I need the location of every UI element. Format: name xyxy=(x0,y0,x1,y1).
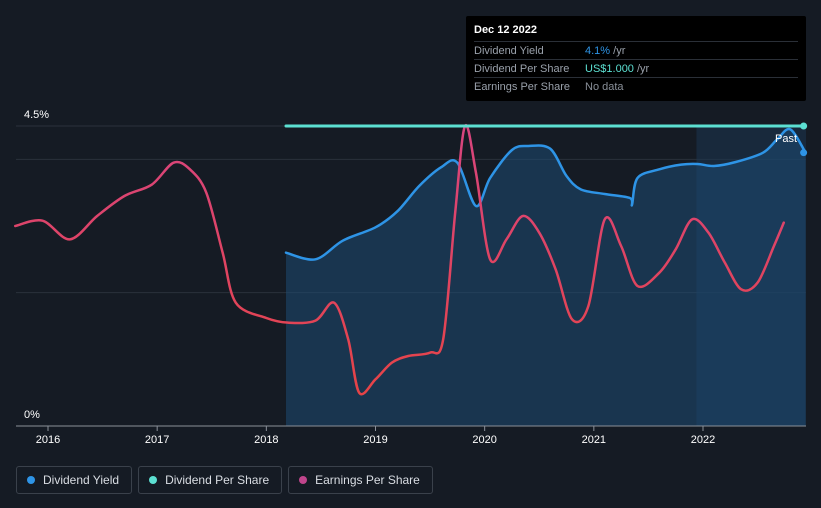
x-tick-label: 2019 xyxy=(363,434,387,446)
tooltip-date: Dec 12 2022 xyxy=(474,24,537,36)
tooltip-label: Earnings Per Share xyxy=(474,81,570,93)
legend-dot-icon xyxy=(27,476,35,484)
x-tick-label: 2022 xyxy=(691,434,715,446)
tooltip-row: Dividend Per Share US$1.000 /yr xyxy=(474,59,798,78)
x-tick-label: 2020 xyxy=(472,434,496,446)
legend-earnings-per-share[interactable]: Earnings Per Share xyxy=(288,466,433,494)
legend-dividend-yield[interactable]: Dividend Yield xyxy=(16,466,133,494)
legend-label: Dividend Per Share xyxy=(165,473,270,487)
y-tick-label: 4.5% xyxy=(24,109,49,121)
x-tick-label: 2021 xyxy=(582,434,606,446)
tooltip-value: No data xyxy=(585,81,624,93)
legend-dot-icon xyxy=(149,476,158,484)
dividend-per-share-end-marker xyxy=(800,122,808,130)
tooltip-label: Dividend Per Share xyxy=(474,63,570,75)
dividend-yield-line xyxy=(284,127,807,261)
x-tick-label: 2018 xyxy=(254,434,278,446)
x-tick-label: 2016 xyxy=(36,434,60,446)
past-label: Past xyxy=(775,133,797,145)
earnings-per-share-line xyxy=(14,124,786,396)
legend-label: Earnings Per Share xyxy=(315,473,420,487)
legend-dividend-per-share[interactable]: Dividend Per Share xyxy=(138,466,283,494)
dividend-yield-area xyxy=(285,128,806,426)
tooltip-label: Dividend Yield xyxy=(474,45,544,57)
legend-label: Dividend Yield xyxy=(43,473,120,487)
chart-legend: Dividend Yield Dividend Per Share Earnin… xyxy=(16,466,433,494)
dividend-yield-end-marker xyxy=(800,149,808,157)
tooltip-row: Earnings Per Share No data xyxy=(474,77,798,96)
y-tick-label: 0% xyxy=(24,409,40,421)
legend-dot-icon xyxy=(299,476,308,484)
tooltip-value: US$1.000 /yr xyxy=(585,63,650,75)
x-tick-label: 2017 xyxy=(145,434,169,446)
tooltip-value: 4.1% /yr xyxy=(585,45,626,57)
tooltip-row: Dividend Yield 4.1% /yr xyxy=(474,41,798,60)
tooltip-panel: Dec 12 2022 Dividend Yield 4.1% /yr Divi… xyxy=(466,16,806,101)
